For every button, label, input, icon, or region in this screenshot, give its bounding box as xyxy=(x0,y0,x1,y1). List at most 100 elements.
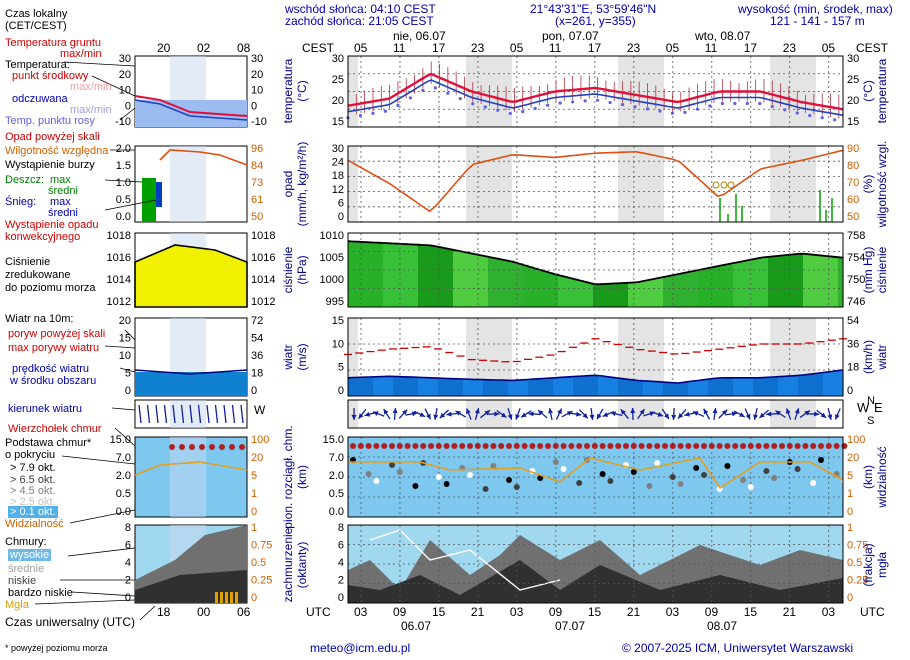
cloud-top-dot xyxy=(623,443,629,449)
legend-connector xyxy=(69,509,136,524)
dew-point xyxy=(620,103,625,107)
legend-tick: 1012 xyxy=(107,296,131,308)
pressure-fill xyxy=(818,255,824,307)
legend-connector xyxy=(63,61,136,67)
pressure-fill xyxy=(593,283,599,307)
wind-fill xyxy=(593,375,599,396)
legend-storm: Wystąpienie burzy xyxy=(5,159,95,171)
legend-humidity: Wilgotność względna xyxy=(5,145,109,157)
dew-point xyxy=(583,99,587,103)
y-tick: 0.5 xyxy=(847,557,862,569)
legend-visibility-line xyxy=(134,461,248,476)
cloud-base-dot xyxy=(669,474,676,480)
legend-precip-above: Opad powyżej skali xyxy=(5,131,100,143)
cest-hour: 17 xyxy=(432,41,446,55)
legend-tick: 73 xyxy=(251,177,263,189)
cloud-top-dot xyxy=(771,443,778,449)
pressure-fill xyxy=(438,246,444,307)
wind-fill xyxy=(698,380,704,396)
cloud-base-dot xyxy=(435,474,442,480)
wind-fill xyxy=(803,375,809,396)
legend-cl-high: wysokie xyxy=(8,549,52,561)
cloud-top-dot xyxy=(381,443,388,449)
wind-arrow xyxy=(637,408,645,420)
wind-fill xyxy=(543,378,549,396)
cloud-top-dot xyxy=(521,443,528,449)
wind-fill xyxy=(773,377,779,396)
wind-fill xyxy=(778,376,784,396)
wind-arrow xyxy=(799,410,811,418)
wind-arrow xyxy=(620,408,629,420)
wind-fill xyxy=(793,375,799,396)
cloud-top-dot xyxy=(615,443,622,449)
wind-arrow-head xyxy=(364,411,371,417)
cloud-base-dot xyxy=(513,484,520,490)
axis-label: (mm/h, kg/m²/h) xyxy=(295,142,309,227)
cloud-base-dot xyxy=(560,466,567,472)
cloud-base-dot xyxy=(630,469,637,475)
wind-fill xyxy=(413,377,419,396)
y-tick: 5 xyxy=(847,470,853,482)
wind-fill xyxy=(668,382,674,396)
legend-dir-w: W xyxy=(254,403,266,417)
coords-text: 21°43'31"E, 53°59'46"N xyxy=(530,2,657,16)
y-tick: 54 xyxy=(847,315,859,327)
wind-arrow xyxy=(744,408,751,420)
legend-tick: 1.0 xyxy=(116,177,131,189)
utc-hour: 09 xyxy=(705,605,719,619)
legend-lt-tick: 08 xyxy=(237,41,251,55)
legend-tick: 0 xyxy=(251,385,257,397)
pressure-fill xyxy=(543,270,549,307)
pressure-fill xyxy=(728,264,734,307)
wind-arrow-head xyxy=(835,413,840,420)
cloud-top-dot xyxy=(412,443,419,449)
dew-point xyxy=(421,88,425,92)
utc-label-right: UTC xyxy=(860,605,885,619)
pressure-fill xyxy=(488,256,494,307)
wind-arrow xyxy=(712,407,718,421)
cest-hour: 17 xyxy=(588,41,602,55)
cloud-top-dot xyxy=(537,443,544,449)
axis-label: opad xyxy=(281,171,295,198)
axis-label: (km) xyxy=(295,465,309,489)
axis-label: (km/h) xyxy=(861,340,875,374)
wind-arrow-head xyxy=(419,412,425,417)
wind-arrow xyxy=(816,409,827,419)
wind-fill xyxy=(483,379,489,396)
pressure-fill xyxy=(483,255,489,307)
wind-fill xyxy=(378,376,384,396)
footer-email[interactable]: meteo@icm.edu.pl xyxy=(310,641,411,655)
wind-fill xyxy=(758,377,764,396)
cloud-top-dot xyxy=(833,443,840,449)
pressure-fill xyxy=(783,255,789,307)
y-tick: 2 xyxy=(338,575,344,587)
wind-fill xyxy=(503,380,509,396)
wind-arrow xyxy=(392,407,398,421)
wind-fill xyxy=(628,379,634,396)
legend-tick: 0.25 xyxy=(251,575,272,587)
pressure-fill xyxy=(428,245,434,307)
axis-label: ciśnienie xyxy=(281,246,295,293)
wind-arrow-head xyxy=(383,408,389,415)
legend-tick: 6 xyxy=(125,540,131,552)
wind-arrow-head xyxy=(753,414,759,420)
wind-arrow-head xyxy=(775,410,781,416)
dew-point xyxy=(558,101,562,105)
wind-fill xyxy=(643,380,649,396)
dew-point xyxy=(770,104,774,109)
wind-fill xyxy=(418,377,424,396)
wind-fill xyxy=(603,376,609,396)
legend-tick: 1.5 xyxy=(116,160,131,172)
y-tick: 0.0 xyxy=(329,506,344,518)
pressure-fill xyxy=(493,257,499,307)
pressure-fill xyxy=(628,282,634,307)
legend-tick: 0 xyxy=(251,506,257,518)
pressure-fill xyxy=(743,261,749,307)
legend-fog-bar xyxy=(220,592,223,603)
wind-arrow-head xyxy=(597,413,602,420)
wind-fill xyxy=(573,376,579,396)
pressure-fill xyxy=(813,254,819,307)
wind-fill xyxy=(388,376,394,396)
legend-connector xyxy=(119,367,136,373)
wind-fill xyxy=(448,378,454,396)
